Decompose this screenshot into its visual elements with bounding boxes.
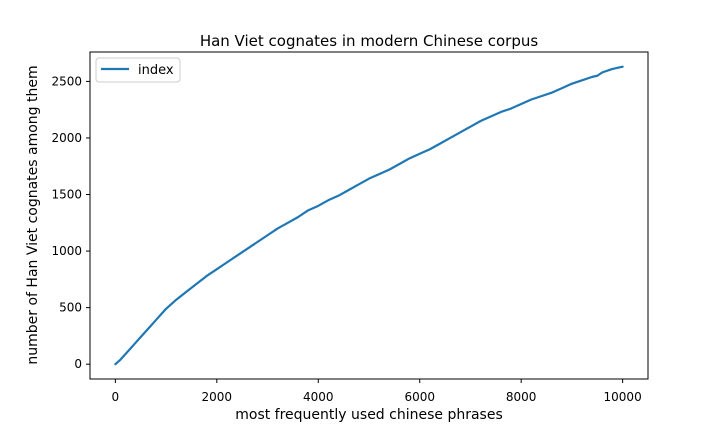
y-tick-label: 1000	[51, 244, 82, 258]
y-tick-label: 2500	[51, 74, 82, 88]
plot-area	[89, 51, 649, 380]
legend-entry-label: index	[138, 63, 174, 78]
chart-title: Han Viet cognates in modern Chinese corp…	[200, 32, 539, 50]
legend-box	[95, 57, 181, 83]
y-tick-label: 1500	[51, 188, 82, 202]
x-tick-label: 6000	[404, 390, 435, 404]
y-tick-label: 500	[59, 301, 82, 315]
y-axis-label: number of Han Viet cognates among them	[25, 65, 41, 364]
x-tick-label: 2000	[202, 390, 233, 404]
y-tick-label: 2000	[51, 131, 82, 145]
x-tick-label: 4000	[303, 390, 334, 404]
axes-frame	[89, 51, 649, 380]
series-layer	[114, 65, 624, 366]
legend: index	[95, 57, 181, 83]
x-tick-label: 8000	[506, 390, 537, 404]
x-tick-label: 10000	[604, 390, 642, 404]
y-axis-ticks: 0 500 1000 1500 2000 2500	[51, 74, 90, 371]
series-line-index	[114, 65, 624, 366]
y-tick-label: 0	[74, 357, 82, 371]
x-axis-ticks: 0 2000 4000 6000 8000 10000	[112, 379, 642, 404]
x-axis-label: most frequently used chinese phrases	[235, 407, 503, 423]
x-tick-label: 0	[112, 390, 120, 404]
